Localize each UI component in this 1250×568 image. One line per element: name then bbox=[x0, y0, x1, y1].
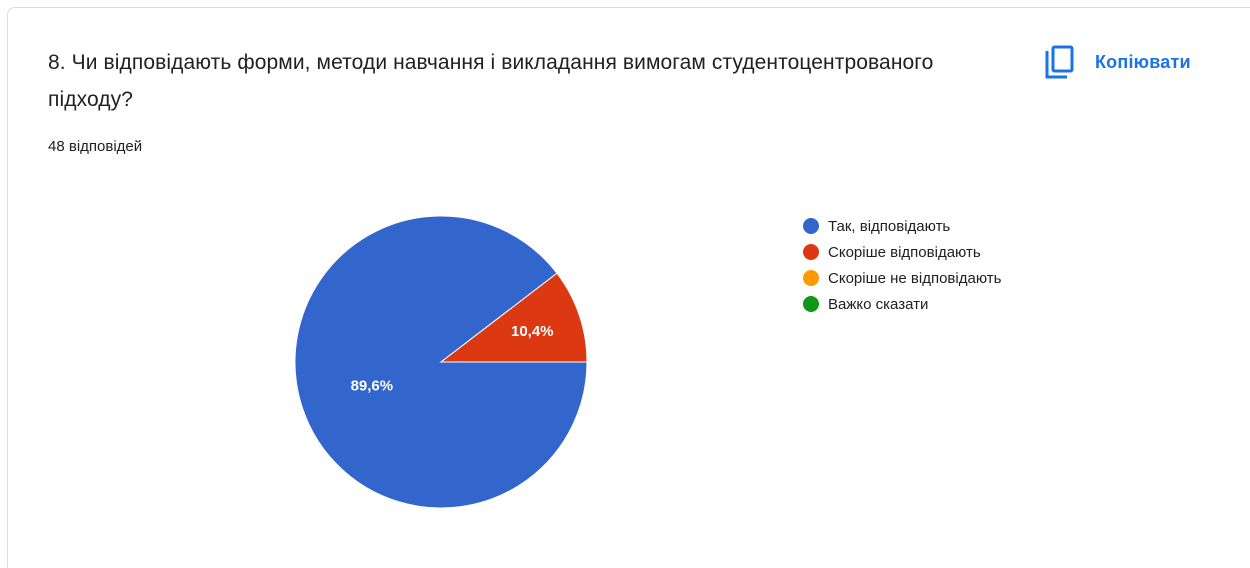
legend-item-2[interactable]: Скоріше не відповідають bbox=[803, 265, 1001, 291]
legend-swatch-0 bbox=[803, 218, 819, 234]
response-count: 48 відповідей bbox=[48, 138, 143, 155]
question-title: 8. Чи відповідають форми, методи навчанн… bbox=[48, 51, 934, 111]
question-card bbox=[7, 7, 1250, 568]
slice-label-0: 89,6% bbox=[351, 377, 394, 394]
legend-item-3[interactable]: Важко сказати bbox=[803, 291, 1001, 317]
chart-legend: Так, відповідають Скоріше відповідають Ско… bbox=[803, 213, 1001, 317]
copy-label: Копіювати bbox=[1095, 51, 1191, 72]
legend-item-0[interactable]: Так, відповідають bbox=[803, 213, 1001, 239]
legend-label-1: Скоріше відповідають bbox=[828, 243, 981, 261]
pie-chart: 89,6% 10,4% bbox=[294, 215, 588, 509]
copy-icon bbox=[1045, 45, 1074, 79]
legend-item-1[interactable]: Скоріше відповідають bbox=[803, 239, 1001, 265]
pie-slice-1[interactable] bbox=[439, 272, 588, 363]
slice-label-1: 10,4% bbox=[511, 323, 554, 340]
legend-label-3: Важко сказати bbox=[828, 295, 929, 313]
legend-swatch-3 bbox=[803, 296, 819, 312]
legend-swatch-1 bbox=[803, 244, 819, 260]
legend-swatch-2 bbox=[803, 270, 819, 286]
legend-label-2: Скоріше не відповідають bbox=[828, 269, 1002, 287]
copy-button[interactable]: Копіювати bbox=[1045, 44, 1191, 80]
legend-label-0: Так, відповідають bbox=[828, 217, 951, 235]
